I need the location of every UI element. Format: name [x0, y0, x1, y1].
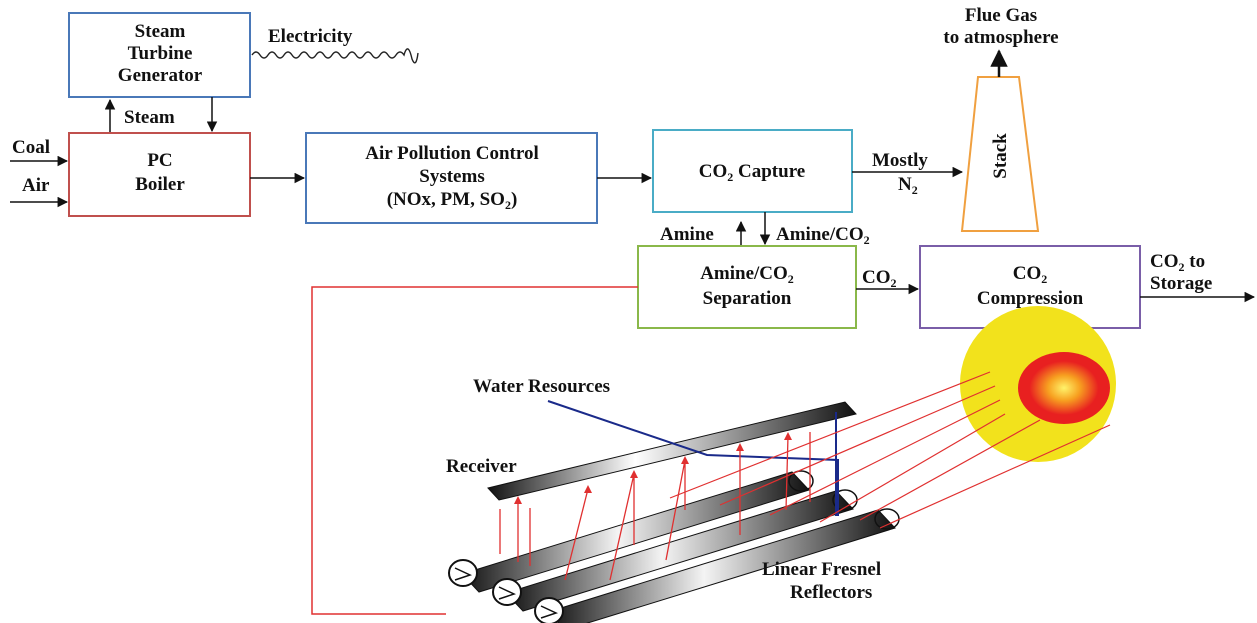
receiver-label: Receiver: [446, 456, 517, 477]
reflector-tube-1: [461, 471, 810, 593]
co2-capture-label: CO2 Capture: [699, 161, 805, 184]
separation-label-1: Amine/CO2: [700, 263, 794, 286]
pc-boiler-label-2: Boiler: [135, 174, 185, 195]
receiver-arrow-heads: [514, 432, 792, 504]
apc-label-1: Air Pollution Control: [365, 143, 538, 164]
reflector-tube-2: [505, 490, 854, 612]
amine-separation-box: [637, 245, 857, 329]
co2-flow-label: CO2: [862, 267, 897, 290]
steam-turbine-generator-box: [68, 12, 251, 98]
stack-label: Stack: [990, 133, 1011, 179]
compression-label-2: Compression: [977, 288, 1084, 309]
coal-label: Coal: [12, 137, 50, 158]
fresnel-reflectors: [448, 470, 900, 623]
fresnel-label-2: Reflectors: [790, 582, 872, 603]
steam-label: Steam: [124, 107, 175, 128]
amine-label: Amine: [660, 224, 714, 245]
reflector-end-mark-1: [454, 567, 473, 581]
apc-label-2: Systems: [419, 166, 484, 187]
solar-loop-line: [311, 286, 638, 615]
reflector-end-2: [492, 578, 522, 606]
apc-box: [305, 132, 598, 224]
water-resources-label: Water Resources: [473, 376, 610, 397]
steam-turbine-label-2: Turbine: [128, 43, 193, 64]
pc-boiler-box: [68, 132, 251, 217]
steam-turbine-label-3: Generator: [118, 65, 203, 86]
compression-label-1: CO2: [1013, 263, 1048, 286]
reflector-end-1: [448, 559, 478, 587]
co2-capture-box: [652, 129, 853, 213]
n2-label: N2: [898, 174, 918, 197]
separation-label-2: Separation: [703, 288, 792, 309]
mostly-label: Mostly: [872, 150, 928, 171]
steam-turbine-label-1: Steam: [135, 21, 186, 42]
reflector-end-mark-2: [498, 586, 517, 600]
fresnel-label-1: Linear Fresnel: [762, 559, 881, 580]
sun-rays: [669, 371, 1111, 529]
reflector-tube-3: [547, 509, 896, 623]
electricity-label: Electricity: [268, 26, 353, 47]
storage-label-1: CO2 to: [1150, 251, 1205, 274]
reflector-far-end-1: [788, 470, 814, 492]
flue-gas-label-2: to atmosphere: [943, 27, 1058, 48]
reflector-end-mark-3: [540, 605, 559, 619]
sun-core: [1018, 352, 1110, 424]
storage-label-2: Storage: [1150, 273, 1212, 294]
electricity-wave: [251, 48, 419, 64]
stack-shape: [960, 76, 1040, 232]
air-label: Air: [22, 175, 50, 196]
pc-boiler-label-1: PC: [147, 150, 172, 171]
apc-label-3: (NOx, PM, SO2): [387, 189, 518, 212]
amine-co2-label: Amine/CO2: [776, 224, 870, 247]
receiver-bar: [487, 401, 857, 501]
flue-gas-label-1: Flue Gas: [965, 5, 1037, 26]
